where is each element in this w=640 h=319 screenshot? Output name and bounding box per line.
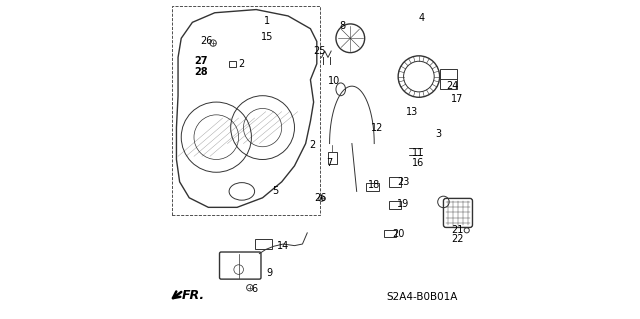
Text: 24: 24: [446, 81, 459, 91]
Text: 16: 16: [412, 158, 424, 168]
Text: 25: 25: [314, 46, 326, 56]
Text: 12: 12: [371, 122, 383, 133]
Text: 23: 23: [397, 177, 409, 187]
Bar: [440, 69, 457, 89]
Bar: [388, 177, 401, 187]
Text: 1: 1: [264, 16, 271, 26]
Text: 17: 17: [451, 94, 463, 104]
Text: 21: 21: [451, 225, 463, 235]
Text: 10: 10: [328, 76, 340, 86]
Text: 26: 26: [200, 36, 213, 47]
Text: FR.: FR.: [181, 289, 204, 302]
Text: 19: 19: [397, 199, 409, 209]
Bar: [388, 201, 401, 209]
Text: 27: 27: [195, 56, 208, 66]
Text: 14: 14: [277, 241, 289, 251]
Text: 18: 18: [368, 180, 380, 190]
Text: 5: 5: [272, 186, 278, 197]
Bar: [229, 61, 236, 67]
Text: 6: 6: [252, 284, 258, 294]
Text: 2: 2: [239, 59, 245, 69]
Text: 11: 11: [412, 148, 424, 158]
Text: 26: 26: [314, 193, 326, 203]
Bar: [384, 230, 396, 237]
Text: 8: 8: [339, 20, 346, 31]
Bar: [255, 239, 272, 249]
Bar: [328, 152, 337, 164]
Bar: [366, 183, 379, 191]
Text: 2: 2: [309, 140, 315, 150]
Text: 9: 9: [266, 268, 272, 278]
Text: 22: 22: [451, 234, 463, 244]
Text: 15: 15: [261, 32, 273, 42]
Text: 4: 4: [419, 12, 425, 23]
Text: 20: 20: [392, 229, 404, 240]
Text: S2A4-B0B01A: S2A4-B0B01A: [387, 292, 458, 302]
Text: 3: 3: [435, 129, 441, 139]
Text: 13: 13: [406, 107, 419, 117]
Text: 7: 7: [326, 158, 333, 168]
Text: 28: 28: [195, 67, 208, 77]
